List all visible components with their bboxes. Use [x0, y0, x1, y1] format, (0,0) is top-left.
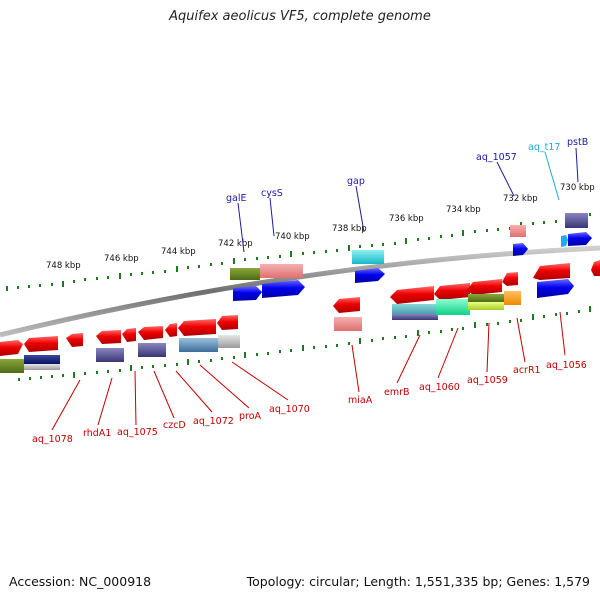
gene-domain [334, 317, 362, 331]
map-title: Aquifex aeolicus VF5, complete genome [169, 9, 431, 24]
gene-label-aq_1072[interactable]: aq_1072 [193, 416, 234, 427]
gene-domain [230, 268, 260, 280]
reverse-gene [591, 260, 600, 276]
gene-domain [218, 335, 240, 348]
kbp-label: 736 kbp [389, 214, 424, 224]
reverse-gene [24, 336, 58, 352]
forward-gene [355, 268, 385, 283]
forward-gene [537, 279, 574, 298]
gene-domain [565, 213, 588, 228]
gene-label-emrB[interactable]: emrB [384, 387, 410, 398]
lower-scale-ticks [18, 306, 591, 381]
forward-gene [513, 243, 528, 256]
gene-domain [436, 299, 470, 315]
gene-label-aq_1060[interactable]: aq_1060 [419, 382, 460, 393]
gene-domain [24, 355, 60, 364]
kbp-label: 738 kbp [332, 224, 367, 234]
kbp-label: 740 kbp [275, 232, 310, 242]
gene-label-gap[interactable]: gap [347, 176, 365, 187]
reverse-gene [502, 272, 518, 286]
trna-gene [561, 235, 568, 247]
lower-track [0, 263, 570, 373]
reverse-gene [178, 319, 216, 336]
gene-label-proA[interactable]: proA [239, 411, 262, 422]
reverse-gene [0, 340, 23, 356]
topology-text: Topology: circular; Length: 1,551,335 bp… [246, 574, 590, 589]
gene-label-aq_1070[interactable]: aq_1070 [269, 404, 310, 415]
kbp-label: 742 kbp [218, 239, 253, 249]
gene-domain [260, 264, 303, 278]
gene-label-cysS[interactable]: cysS [261, 188, 283, 199]
gene-domain [179, 338, 218, 352]
reverse-gene [96, 330, 121, 344]
gene-label-aq_1056[interactable]: aq_1056 [546, 360, 587, 371]
reverse-gene [138, 326, 163, 340]
upper-callout-lines [237, 147, 579, 253]
reverse-gene [165, 323, 177, 337]
gene-domain [510, 225, 526, 237]
forward-gene [262, 280, 305, 298]
kbp-label: 730 kbp [560, 183, 595, 193]
gene-label-aq_1057[interactable]: aq_1057 [476, 152, 517, 163]
gene-domain [504, 291, 521, 305]
forward-gene [233, 286, 262, 301]
kbp-label: 734 kbp [446, 205, 481, 215]
gene-domain [468, 294, 506, 302]
gene-domain [392, 314, 438, 320]
gene-label-czcD[interactable]: czcD [163, 420, 186, 431]
gene-label-rhdA1[interactable]: rhdA1 [83, 428, 111, 439]
reverse-gene [66, 333, 83, 347]
gene-domain [352, 250, 384, 264]
gene-domain [468, 302, 504, 310]
kbp-label: 732 kbp [503, 194, 538, 204]
reverse-gene [533, 263, 570, 280]
upper-gene-labels[interactable]: galE cysS gap aq_1057 aq_t17 pstB [226, 137, 588, 204]
kbp-label: 744 kbp [161, 247, 196, 257]
reverse-gene [122, 328, 136, 342]
gene-domain [96, 348, 124, 362]
reverse-gene [217, 315, 238, 330]
reverse-gene [390, 286, 434, 304]
gene-label-aq_1075[interactable]: aq_1075 [117, 427, 158, 438]
forward-gene [568, 232, 592, 246]
gene-label-aq_1078[interactable]: aq_1078 [32, 434, 73, 445]
kbp-labels: 748 kbp 746 kbp 744 kbp 742 kbp 740 kbp … [46, 183, 595, 271]
gene-label-acrR1[interactable]: acrR1 [513, 365, 541, 376]
accession-text: Accession: NC_000918 [9, 574, 152, 589]
upper-track [230, 213, 600, 301]
gene-domain [0, 359, 24, 373]
reverse-gene [467, 279, 502, 295]
lower-gene-labels[interactable]: aq_1078 rhdA1 aq_1075 czcD aq_1072 proA … [32, 360, 587, 445]
kbp-label: 746 kbp [104, 254, 139, 264]
kbp-label: 748 kbp [46, 261, 81, 271]
gene-label-miaA[interactable]: miaA [348, 395, 373, 406]
reverse-gene [434, 283, 470, 300]
gene-label-pstB[interactable]: pstB [567, 137, 588, 148]
gene-domain [24, 364, 60, 370]
lower-callout-lines [51, 311, 566, 431]
gene-domain [138, 343, 166, 357]
reverse-gene [333, 297, 360, 313]
gene-label-galE[interactable]: galE [226, 193, 247, 204]
gene-label-aq_1059[interactable]: aq_1059 [467, 375, 508, 386]
gene-label-aq_t17[interactable]: aq_t17 [528, 142, 560, 153]
